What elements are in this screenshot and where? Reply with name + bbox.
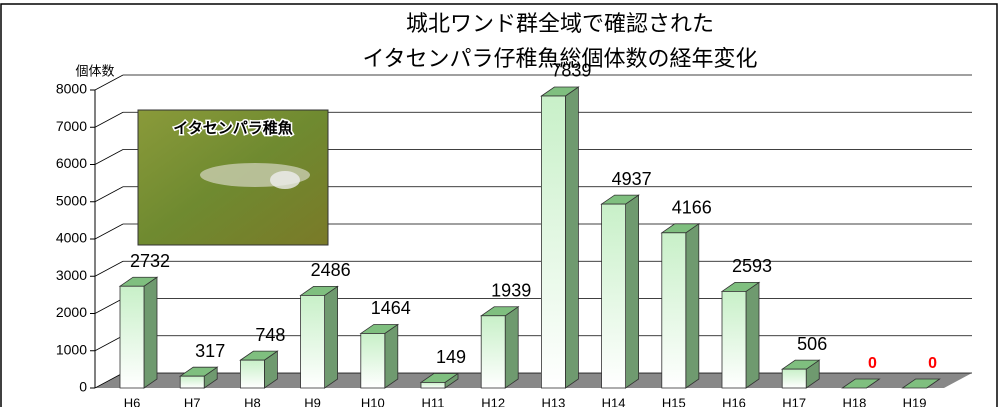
value-label: 7839	[551, 61, 591, 81]
bar	[480, 315, 506, 389]
value-label: 506	[797, 334, 827, 354]
bar	[360, 333, 386, 389]
x-tick-label: H16	[722, 395, 746, 407]
grid-line	[94, 335, 124, 352]
bar	[300, 294, 326, 389]
chart-title: 城北ワンド群全域で確認された	[406, 11, 714, 36]
y-tick-label: 1000	[56, 341, 87, 357]
x-tick-label: H10	[361, 395, 385, 407]
x-tick-label: H8	[244, 395, 261, 407]
y-tick-label: 2000	[56, 304, 87, 320]
bar-top	[901, 378, 941, 389]
value-label: 748	[255, 325, 285, 345]
frame	[0, 3, 998, 407]
inset-label: イタセンパラ稚魚	[173, 119, 292, 137]
x-tick-label: H15	[662, 395, 686, 407]
inset-photo: イタセンパラ稚魚	[137, 109, 329, 246]
grid-line	[94, 223, 124, 240]
grid-line	[94, 260, 124, 277]
bar	[420, 382, 446, 389]
value-label: 1939	[491, 281, 531, 301]
grid-line	[94, 74, 124, 91]
bar	[601, 203, 626, 389]
y-tick-label: 0	[79, 379, 87, 395]
bar	[661, 232, 687, 389]
bar	[721, 291, 747, 389]
value-label: 4937	[612, 169, 652, 189]
x-tick-label: H9	[304, 395, 321, 407]
bar-side	[685, 223, 700, 389]
y-tick-label: 8000	[56, 81, 87, 97]
value-label: 0	[928, 355, 937, 372]
grid-line	[94, 372, 124, 389]
value-label: 2486	[311, 260, 351, 280]
x-tick-label: H6	[124, 395, 141, 407]
y-tick-label: 5000	[56, 192, 87, 208]
x-tick-label: H17	[782, 395, 806, 407]
value-label: 2593	[732, 256, 772, 276]
bar	[541, 95, 566, 389]
bar-side	[504, 306, 519, 389]
x-tick-label: H7	[184, 395, 201, 407]
grid-line	[94, 186, 124, 203]
x-tick-label: H11	[422, 395, 445, 407]
x-tick-label: H14	[602, 395, 626, 407]
y-tick-label: 4000	[56, 230, 87, 246]
bar	[179, 375, 205, 389]
chart-title: イタセンパラ仔稚魚総個体数の経年変化	[362, 46, 757, 71]
x-tick-label: H13	[541, 395, 565, 407]
bar-side	[324, 285, 339, 389]
bar-side	[565, 86, 579, 389]
bar-top	[841, 378, 881, 389]
value-label: 4166	[672, 198, 712, 218]
floor	[95, 373, 972, 388]
value-label: 0	[868, 355, 877, 372]
bar	[119, 285, 145, 389]
bar	[781, 368, 807, 389]
y-axis-label: 個体数	[75, 63, 114, 78]
grid-line	[94, 149, 124, 165]
bar-side	[745, 281, 760, 389]
value-label: 2732	[130, 251, 170, 271]
value-label: 149	[436, 347, 466, 367]
x-tick-label: H18	[842, 395, 866, 407]
y-tick-label: 6000	[56, 155, 87, 171]
y-tick-label: 3000	[56, 267, 87, 283]
bar-side	[143, 276, 158, 389]
bar-side	[625, 194, 639, 389]
x-tick-label: H12	[481, 395, 505, 407]
grid-line	[94, 111, 124, 128]
value-label: 317	[195, 341, 225, 361]
value-label: 1464	[371, 298, 411, 318]
y-tick-label: 7000	[56, 118, 87, 134]
bar	[239, 359, 265, 389]
bar-side	[384, 323, 399, 389]
grid-line	[94, 298, 124, 314]
fish-head	[270, 171, 300, 189]
x-tick-label: H19	[903, 395, 927, 407]
